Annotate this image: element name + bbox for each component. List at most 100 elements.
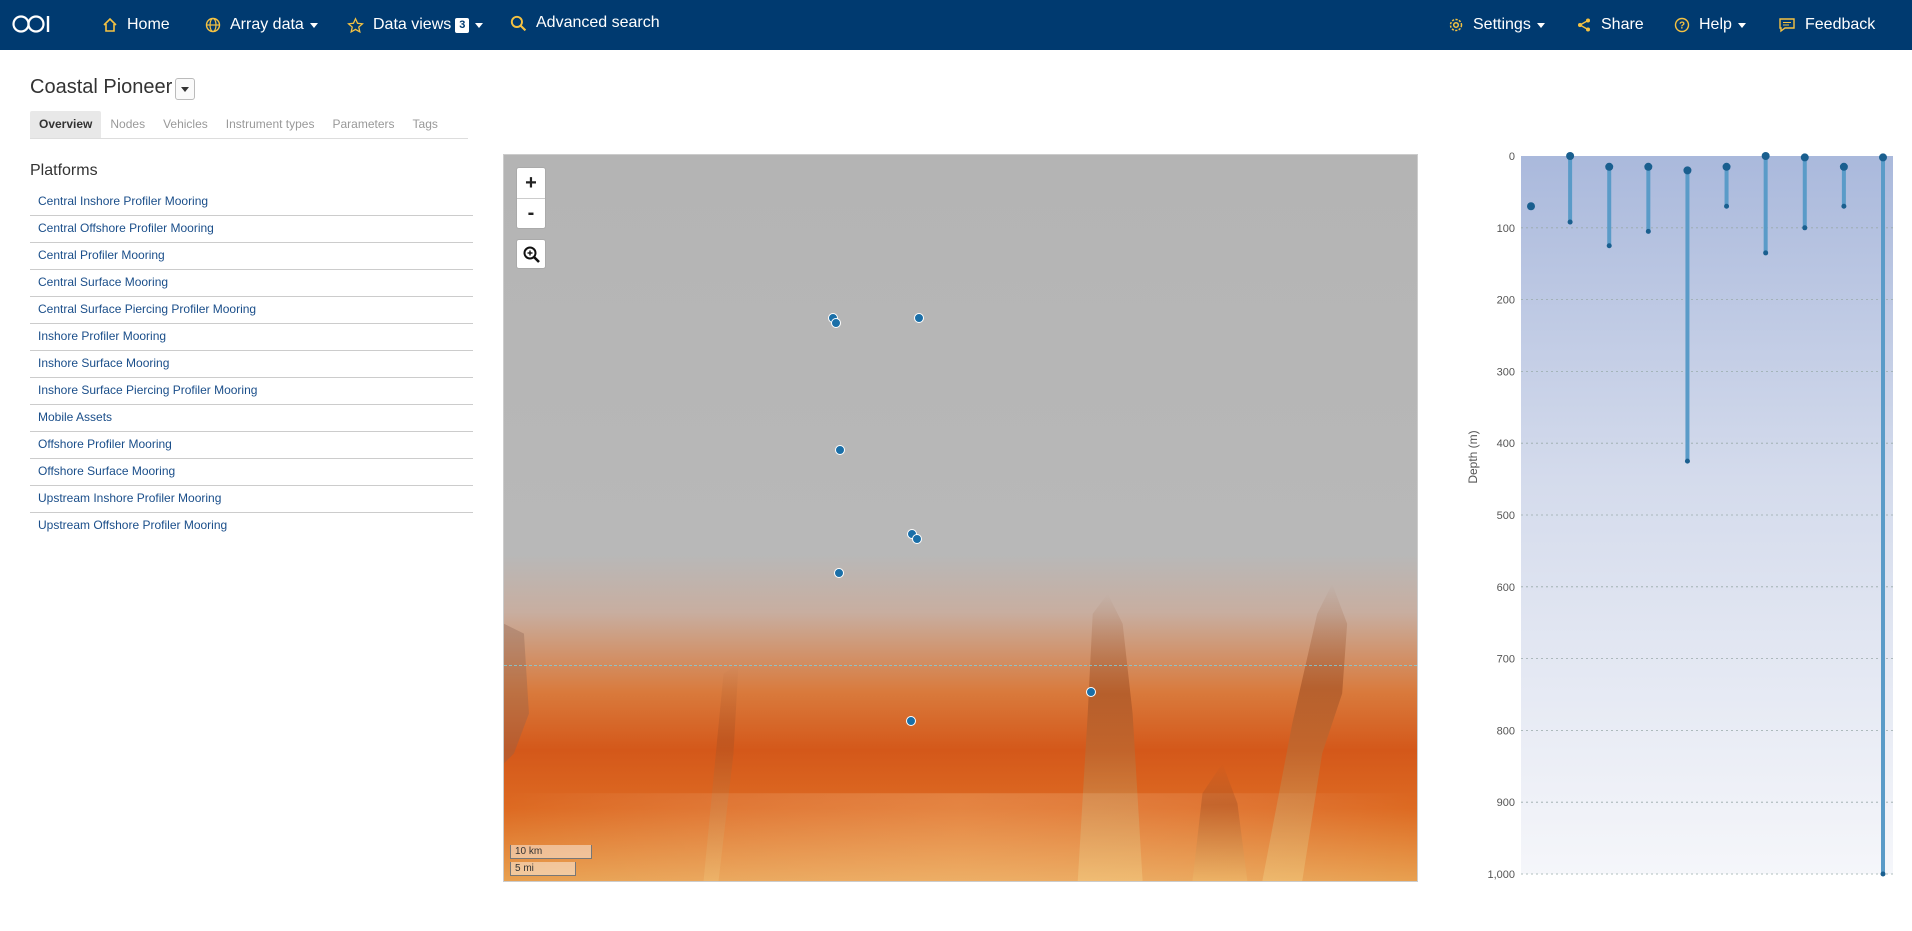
chevron-down-icon [181,86,189,92]
nav-feedback[interactable]: Feedback [1778,0,1875,50]
depth-chart: 0 100 200 300 400 500 600 700 800 900 1,000 Depth … [1466,151,1893,881]
y-tick-label: 0 [1509,151,1515,163]
nav-help-label: Help [1699,16,1732,33]
depth-range-bar[interactable] [1802,157,1807,228]
depth-range-bar[interactable] [1841,166,1846,207]
platform-link[interactable]: Central Surface Mooring [30,270,473,297]
tab-parameters[interactable]: Parameters [332,117,395,131]
platform-link[interactable]: Offshore Profiler Mooring [30,432,473,459]
platform-link[interactable]: Inshore Surface Mooring [30,351,473,378]
depth-bottom-point[interactable] [1567,219,1573,225]
nav-array-data-label: Array data [230,16,304,33]
depth-top-point[interactable] [1683,166,1692,175]
nav-array-data[interactable]: Array data [205,0,318,50]
depth-top-point[interactable] [1644,162,1653,171]
map-scale-km: 10 km [510,845,592,859]
depth-bottom-point[interactable] [1684,458,1690,464]
tab-nodes[interactable]: Nodes [110,117,146,131]
platform-link[interactable]: Central Inshore Profiler Mooring [30,189,473,216]
nav-share[interactable]: Share [1576,0,1644,50]
tab-tags[interactable]: Tags [412,117,438,131]
nav-home-label: Home [127,16,170,33]
map-marker[interactable] [906,716,916,726]
zoom-out-button[interactable]: - [517,198,545,228]
zoom-in-button[interactable]: + [525,171,537,194]
map-marker[interactable] [914,313,924,323]
depth-top-point[interactable] [1879,153,1887,162]
nav-data-views-label: Data views [373,16,452,33]
platform-link[interactable]: Inshore Surface Piercing Profiler Moorin… [30,378,473,405]
chevron-down-icon [309,22,318,28]
star-icon [347,16,364,34]
nav-settings[interactable]: Settings [1448,0,1545,50]
depth-range-bar[interactable] [1763,156,1768,253]
depth-top-point[interactable] [1566,152,1575,160]
depth-bottom-point[interactable] [1763,250,1769,256]
platform-link[interactable]: Central Profiler Mooring [30,243,473,270]
depth-top-point[interactable] [1722,162,1731,171]
bathymetry-map[interactable]: + - 10 km 5 mi [503,154,1418,882]
home-icon [102,17,118,33]
platform-link[interactable]: Central Surface Piercing Profiler Moorin… [30,297,473,324]
depth-range-bar[interactable] [1881,157,1885,874]
depth-bottom-point[interactable] [1841,203,1847,209]
depth-range-bar[interactable] [1607,166,1612,246]
depth-top-point[interactable] [1839,162,1848,171]
platform-link[interactable]: Offshore Surface Mooring [30,459,473,486]
platform-link[interactable]: Central Offshore Profiler Mooring [30,216,473,243]
depth-top-point[interactable] [1800,153,1809,162]
map-marker[interactable] [835,445,845,455]
y-tick-label: 800 [1497,725,1515,737]
tab-vehicles[interactable]: Vehicles [163,117,208,131]
chevron-down-icon [1737,22,1746,28]
y-tick-label: 1,000 [1487,869,1515,881]
y-tick-label: 100 [1497,223,1515,235]
map-contour-line [504,665,1417,666]
platforms-list: Central Inshore Profiler Mooring Central… [30,189,473,540]
map-marker[interactable] [912,534,922,544]
svg-text:?: ? [1679,21,1685,32]
chevron-down-icon [1536,22,1545,28]
nav-share-label: Share [1601,16,1644,33]
depth-bottom-point[interactable] [1880,871,1886,877]
y-tick-label: 500 [1497,510,1515,522]
share-icon [1576,17,1592,33]
zoom-to-extent-button[interactable] [516,239,546,269]
depth-bottom-point[interactable] [1606,243,1612,249]
platform-link[interactable]: Upstream Inshore Profiler Mooring [30,486,473,513]
nav-settings-label: Settings [1473,16,1531,33]
y-tick-label: 900 [1497,797,1515,809]
platform-link[interactable]: Inshore Profiler Mooring [30,324,473,351]
ooi-logo[interactable] [12,13,52,35]
y-axis-label: Depth (m) [1466,430,1480,483]
y-tick-label: 200 [1497,295,1515,307]
map-marker[interactable] [831,318,841,328]
nav-advanced-search[interactable]: Advanced search [510,0,660,48]
tab-instrument-types[interactable]: Instrument types [225,117,315,131]
platform-link[interactable]: Mobile Assets [30,405,473,432]
y-tick-label: 300 [1497,366,1515,378]
depth-bottom-point[interactable] [1802,225,1808,231]
depth-range-bar[interactable] [1646,166,1651,232]
nav-data-views[interactable]: Data views 3 [347,0,484,50]
page-title: Coastal Pioneer [30,76,173,98]
depth-top-point[interactable] [1761,152,1770,160]
zoom-extent-icon [523,246,540,263]
map-marker[interactable] [834,568,844,578]
depth-range-bar[interactable] [1568,156,1573,223]
depth-range-bar[interactable] [1724,166,1729,207]
platform-link[interactable]: Upstream Offshore Profiler Mooring [38,518,228,532]
tab-overview[interactable]: Overview [30,111,102,138]
depth-range-bar[interactable] [1685,170,1690,462]
zoom-control: + - [516,167,546,229]
nav-home[interactable]: Home [102,0,170,50]
depth-bottom-point[interactable] [1724,203,1730,209]
depth-top-point[interactable] [1527,202,1535,211]
nav-help[interactable]: ? Help [1674,0,1746,50]
search-icon [510,15,527,32]
map-marker[interactable] [1086,687,1096,697]
depth-top-point[interactable] [1605,162,1614,171]
depth-bottom-point[interactable] [1645,228,1651,234]
title-dropdown-button[interactable] [175,78,195,100]
tab-bar: Overview Nodes Vehicles Instrument types… [30,111,468,139]
